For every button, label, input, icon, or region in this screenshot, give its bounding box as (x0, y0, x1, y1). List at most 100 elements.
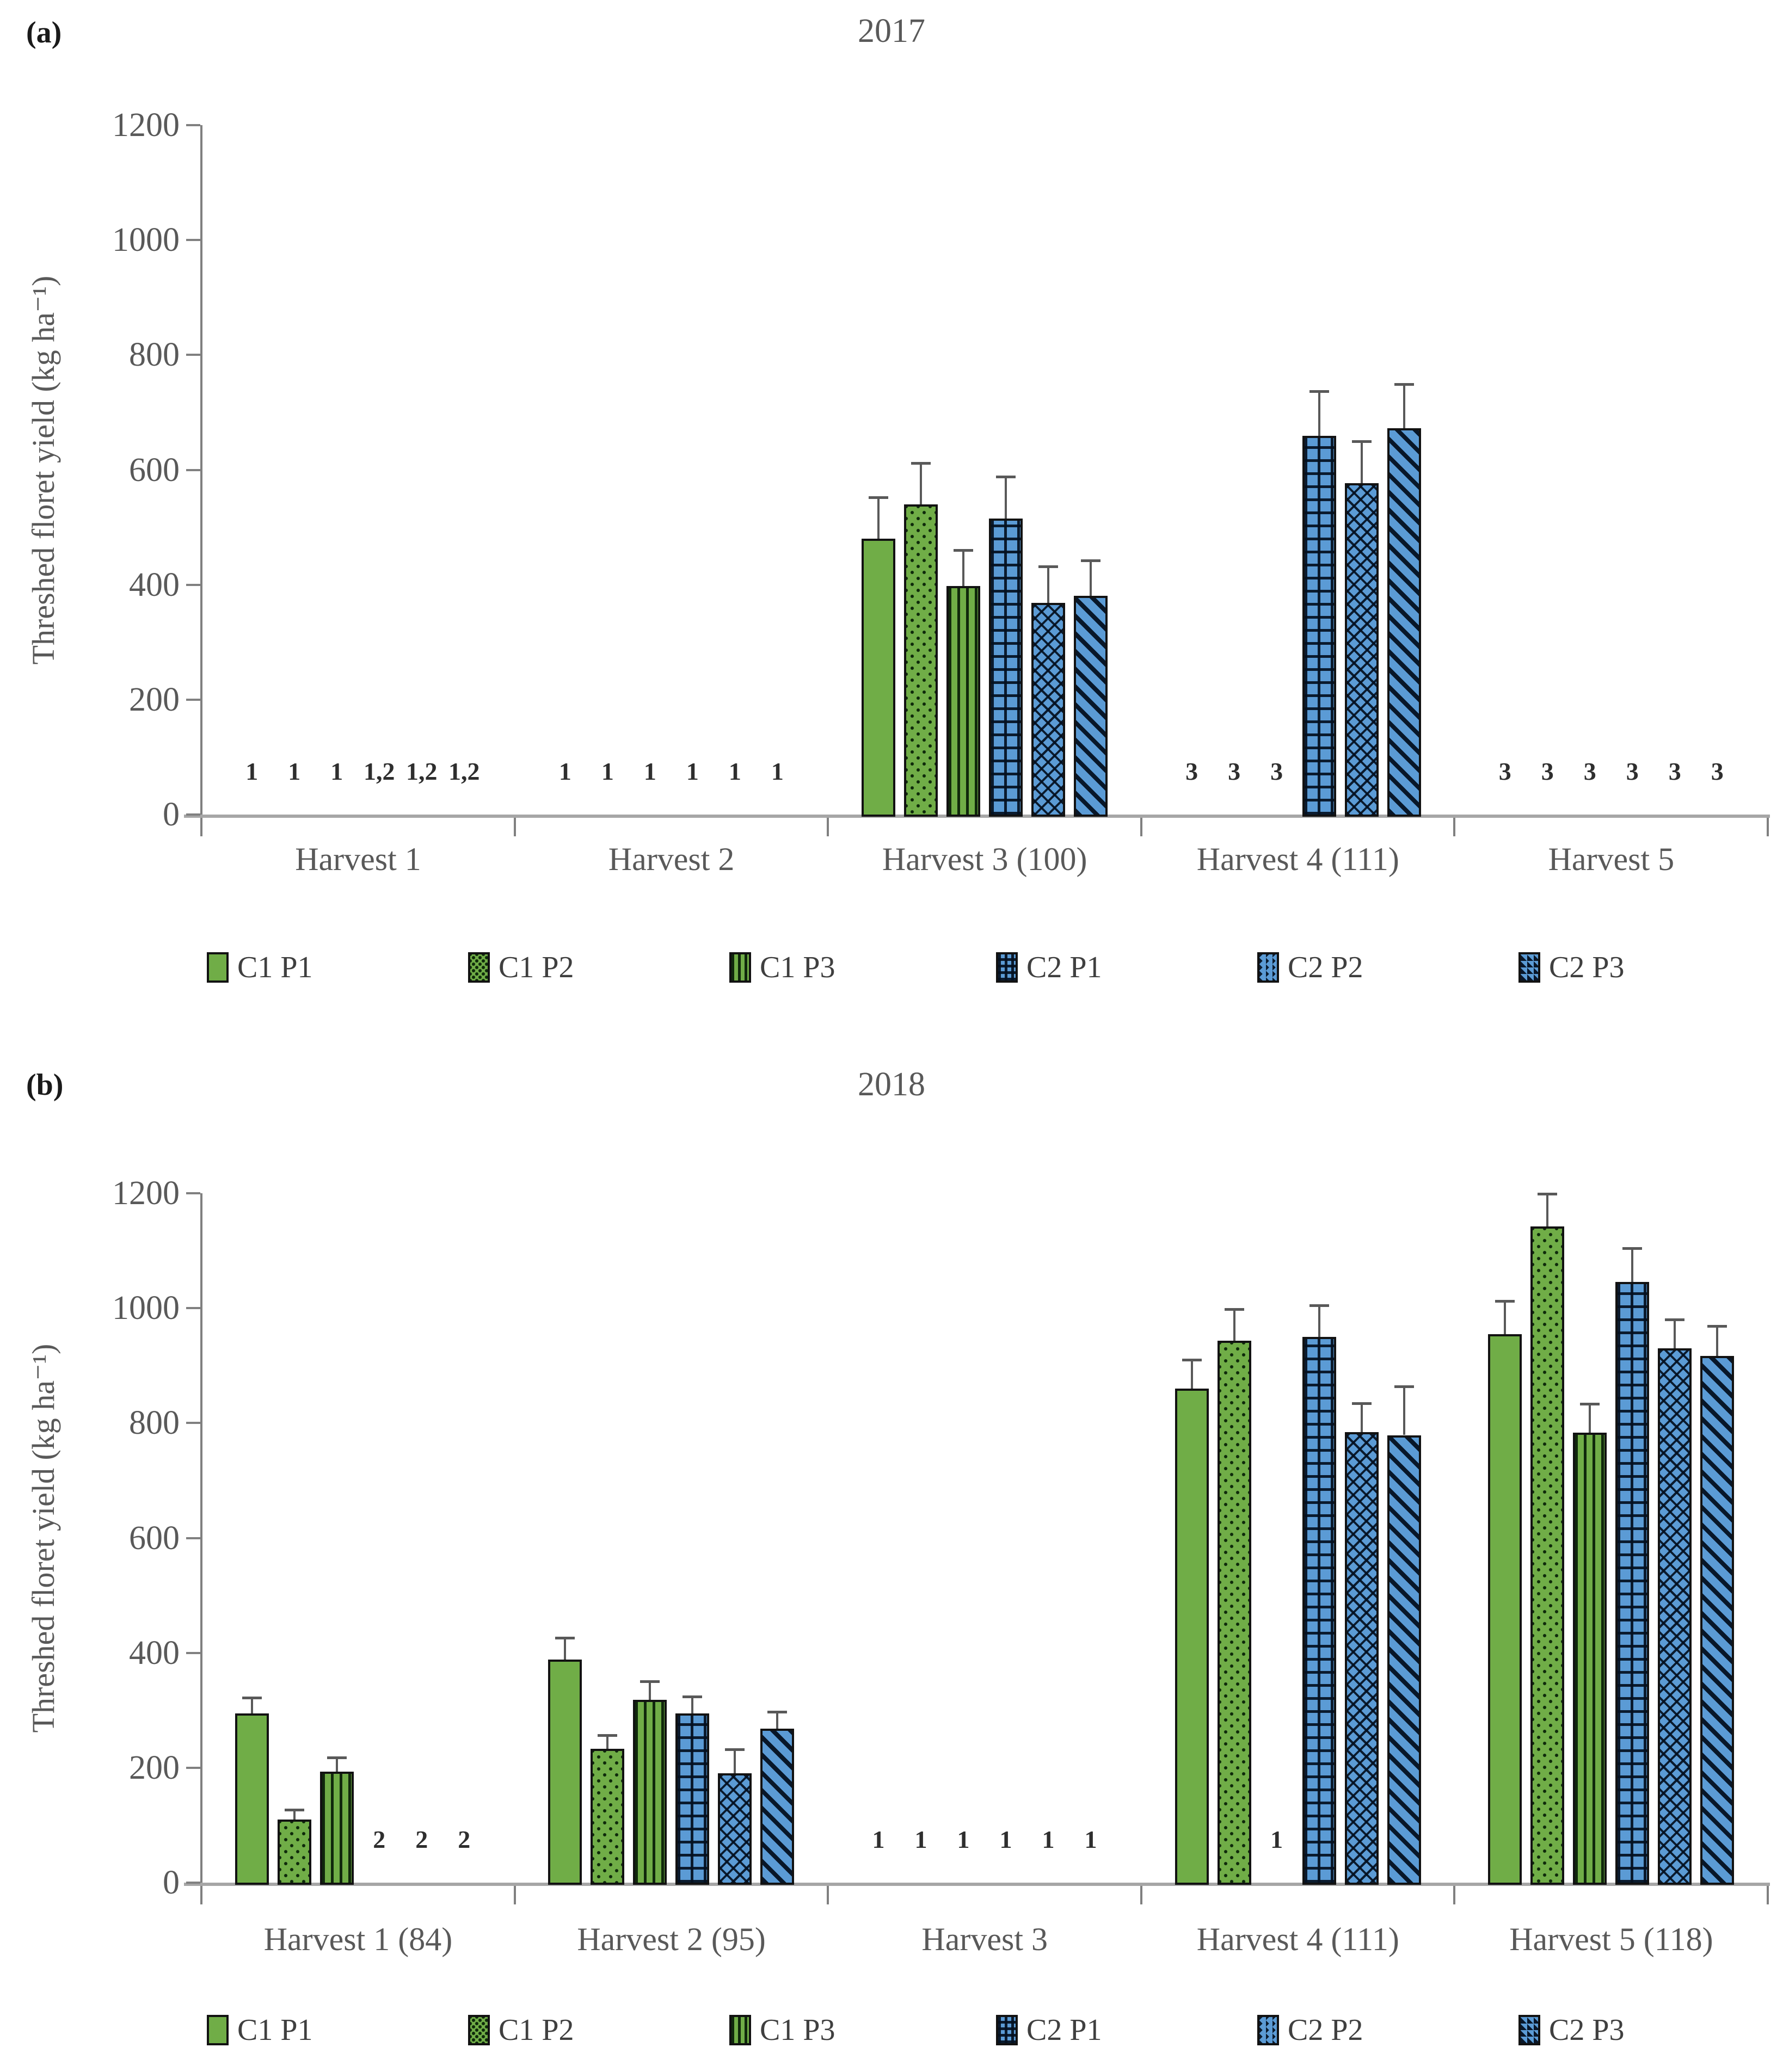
error-bar-cap (1351, 440, 1372, 443)
legend-swatch-blue-grid (996, 2015, 1018, 2045)
legend-swatch-blue-diagonal (1518, 952, 1540, 983)
error-bar-stem (962, 550, 964, 586)
bar (1700, 1355, 1735, 1885)
category-label: Harvest 2 (608, 841, 735, 877)
significance-label: 1 (771, 757, 784, 785)
y-axis-tick (186, 1307, 200, 1310)
significance-label: 3 (1711, 757, 1724, 785)
error-bar-stem (1360, 1403, 1363, 1433)
x-axis-tick (200, 1886, 202, 1904)
significance-label: 3 (1626, 757, 1639, 785)
bar (1074, 595, 1108, 817)
error-bar-cap (242, 1697, 262, 1700)
legend-label: C2 P3 (1549, 2013, 1625, 2047)
bar (1573, 1433, 1607, 1885)
category-label: Harvest 4 (111) (1196, 841, 1399, 877)
error-bar-cap (1224, 1308, 1244, 1311)
category-label: Harvest 1 (295, 841, 421, 877)
legend-label: C1 P3 (760, 2013, 835, 2047)
category-label: Harvest 2 (95) (577, 1921, 766, 1957)
bar (989, 519, 1023, 817)
error-bar-stem (649, 1681, 651, 1700)
significance-label: 1 (1270, 1826, 1283, 1853)
significance-label: 2 (373, 1826, 386, 1853)
y-tick-label: 1200 (112, 107, 180, 144)
legend-label: C1 P2 (499, 2013, 574, 2047)
legend-swatch-blue-crosshatch (1257, 2015, 1279, 2045)
error-bar-cap (1309, 390, 1329, 393)
panel-2017: (a) 2017 Threshed floret yield (kg ha⁻¹)… (0, 0, 1783, 1034)
legend-swatch-blue-crosshatch (1257, 952, 1279, 983)
significance-label: 3 (1185, 757, 1198, 785)
legend-item: C2 P2 (1257, 948, 1363, 987)
y-axis-tick (186, 1651, 200, 1654)
chart-title-2017: 2017 (858, 13, 925, 50)
significance-label: 1 (999, 1826, 1012, 1853)
significance-label: 1 (601, 757, 614, 785)
category-label: Harvest 3 (921, 1921, 1048, 1957)
x-axis-tick (827, 818, 829, 836)
legend-swatch-green-dots (468, 952, 490, 983)
legend-swatch-green-dots (468, 2015, 490, 2045)
bar (633, 1700, 667, 1885)
error-bar-stem (1403, 384, 1405, 429)
panel-label-a: (a) (26, 16, 62, 50)
legend-label: C2 P1 (1026, 951, 1102, 984)
category-label: Harvest 3 (100) (882, 841, 1087, 877)
bar (904, 504, 938, 817)
legend-item: C2 P3 (1518, 2011, 1625, 2050)
category-label: Harvest 4 (111) (1196, 1921, 1399, 1957)
legend-label: C1 P3 (760, 951, 835, 984)
bar (760, 1729, 795, 1885)
bar (235, 1713, 269, 1885)
x-axis-tick (827, 1886, 829, 1904)
significance-label: 1 (872, 1826, 885, 1853)
y-tick-label: 0 (163, 796, 180, 833)
y-axis-tick (186, 583, 200, 586)
category-label: Harvest 1 (84) (263, 1921, 453, 1957)
error-bar-cap (1081, 559, 1100, 563)
panel-label-b: (b) (26, 1068, 64, 1102)
legend-swatch-green-solid (207, 952, 229, 983)
y-axis-tick (186, 354, 200, 356)
bar (1344, 1432, 1379, 1885)
error-bar-cap (1394, 383, 1414, 386)
significance-label: 1 (643, 757, 656, 785)
plot-area-2018: 0 200 400 600 800 1000 1200 Harvest 1 (84) Harve… (0, 1034, 1783, 2072)
bar (1031, 603, 1065, 817)
significance-label: 1 (245, 757, 259, 785)
y-tick-label: 200 (129, 681, 180, 718)
error-bar-stem (250, 1698, 253, 1713)
category-label: Harvest 5 (118) (1509, 1921, 1713, 1957)
bar (1530, 1226, 1565, 1885)
bar (591, 1748, 625, 1885)
legend-swatch-green-solid (207, 2015, 229, 2045)
x-axis-tick (200, 818, 202, 836)
bar (1488, 1334, 1522, 1885)
error-bar-cap (1351, 1402, 1372, 1405)
error-bar-cap (640, 1680, 660, 1683)
significance-label: 1,2 (448, 757, 480, 785)
y-axis-tick (186, 468, 200, 471)
legend-item: C2 P1 (996, 948, 1102, 987)
error-bar-stem (1318, 391, 1320, 436)
error-bar-stem (606, 1735, 609, 1749)
category-label: Harvest 5 (1548, 841, 1675, 877)
bar (1302, 436, 1336, 817)
error-bar-cap (911, 461, 931, 465)
bar (1387, 428, 1421, 817)
y-tick-label: 800 (129, 1404, 180, 1442)
error-bar-stem (1233, 1309, 1235, 1341)
error-bar-cap (1580, 1403, 1600, 1406)
error-bar-stem (1360, 441, 1363, 483)
y-tick-label: 600 (129, 1519, 180, 1557)
y-axis-tick (186, 124, 200, 126)
y-axis-tick (186, 1766, 200, 1769)
y-tick-label: 1000 (112, 1290, 180, 1327)
y-axis-tick (186, 1422, 200, 1424)
x-axis-line (184, 1883, 1770, 1886)
legend-item: C2 P2 (1257, 2011, 1363, 2050)
error-bar-cap (1495, 1300, 1515, 1303)
x-axis-tick (1767, 818, 1769, 836)
significance-label: 1 (288, 757, 301, 785)
